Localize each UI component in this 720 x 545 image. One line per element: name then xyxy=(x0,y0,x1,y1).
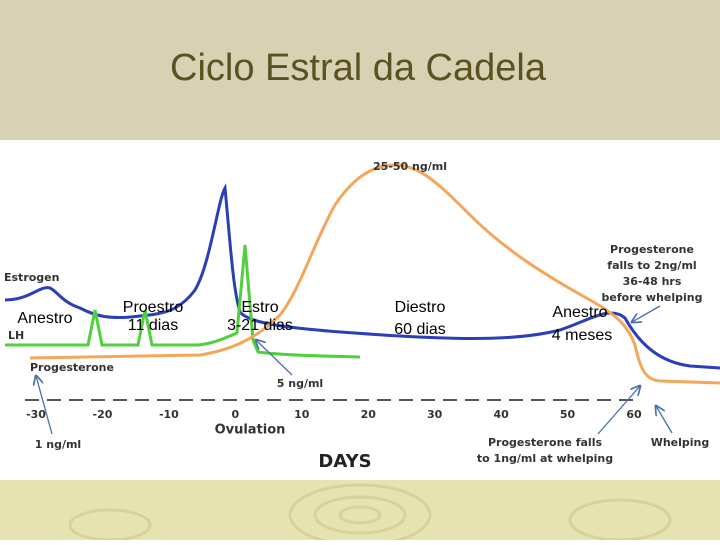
x-tick-label: -10 xyxy=(159,408,179,421)
phase-name: Estro xyxy=(241,299,278,316)
x-tick-label: 20 xyxy=(361,408,377,421)
x-tick-label: 10 xyxy=(294,408,310,421)
hormone-label: Estrogen xyxy=(4,271,59,284)
estrogen-curve xyxy=(4,183,720,370)
phase-name: Anestro xyxy=(17,310,72,327)
annotation: before whelping xyxy=(602,291,703,304)
x-tick-label: 60 xyxy=(626,408,642,421)
annotation: Progesterone falls xyxy=(488,436,602,449)
x-tick-label: -20 xyxy=(93,408,113,421)
lh-curve xyxy=(5,244,361,359)
annotation: to 1ng/ml at whelping xyxy=(477,452,613,465)
phase-name: Anestro xyxy=(552,304,607,321)
phase-name: Diestro xyxy=(395,299,446,316)
x-tick-label: 50 xyxy=(560,408,576,421)
annotation: 1 ng/ml xyxy=(35,438,81,451)
x-tick-label: 30 xyxy=(427,408,443,421)
slide-title: Ciclo Estral da Cadela xyxy=(170,47,547,89)
phase-duration: 4 meses xyxy=(552,327,612,344)
arrows xyxy=(36,305,673,435)
hormone-label: LH xyxy=(8,329,24,342)
phase-duration: 60 dias xyxy=(394,321,446,338)
figure-area xyxy=(0,140,720,480)
x-tick-label: 0 xyxy=(232,408,240,421)
annotation: 36-48 hrs xyxy=(623,275,682,288)
annotation: falls to 2ng/ml xyxy=(607,259,696,272)
progesterone-curve xyxy=(29,163,720,385)
annotation: 5 ng/ml xyxy=(277,377,323,390)
phase-duration: 11 dias xyxy=(128,317,178,334)
annotation: Whelping xyxy=(651,436,710,449)
annotation: 25-50 ng/ml xyxy=(373,160,447,173)
header-band xyxy=(0,0,720,140)
x-axis-label: DAYS xyxy=(318,451,371,472)
annotation: Progesterone xyxy=(610,243,694,256)
hormone-label: Progesterone xyxy=(30,361,114,374)
phase-name: Proestro xyxy=(123,299,184,316)
figure-labels: Estrogen LH Progesterone 25-50 ng/ml 5 n… xyxy=(4,160,709,472)
x-tick-label: 40 xyxy=(493,408,509,421)
x-ticks: -30 -20 -10 0 10 20 30 40 50 60 xyxy=(26,408,642,421)
x-tick-label: -30 xyxy=(26,408,46,421)
phase-duration: 3-21 dias xyxy=(227,317,293,334)
tick-note: Ovulation xyxy=(215,423,286,438)
